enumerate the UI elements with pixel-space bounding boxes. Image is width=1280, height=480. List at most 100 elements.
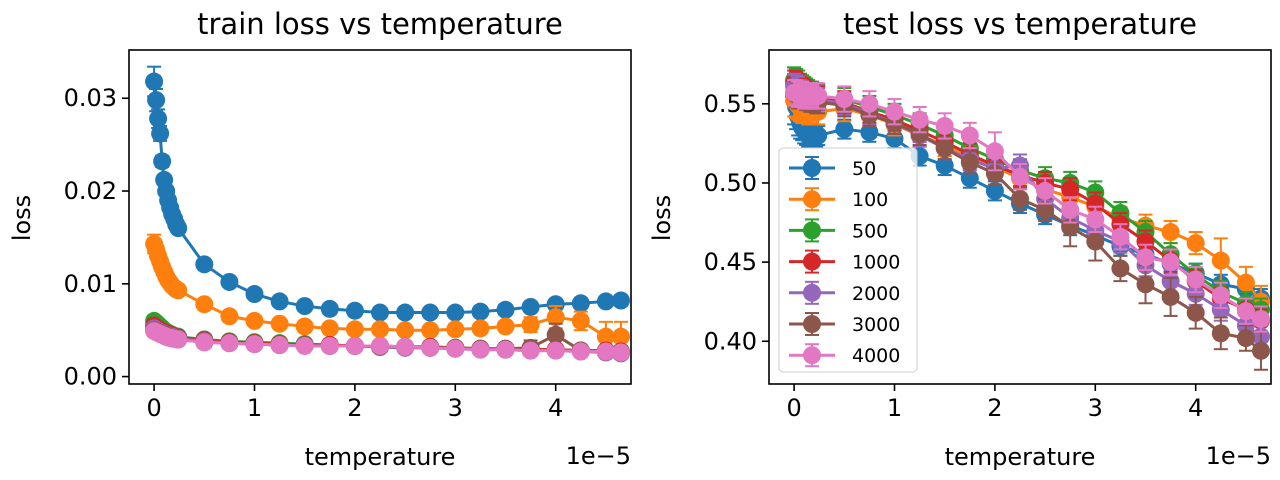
train-loss-series-4000 — [145, 322, 630, 362]
train-loss-point — [421, 303, 440, 322]
train-loss-point — [596, 342, 615, 361]
train-loss-point — [270, 292, 289, 311]
train-loss-point — [521, 341, 540, 360]
test-loss-point — [1136, 275, 1155, 294]
legend-marker — [803, 221, 821, 240]
legend-item-50: 50 — [789, 156, 876, 180]
train-loss-point — [471, 340, 490, 359]
train-loss-point — [546, 325, 565, 344]
train-loss-point — [421, 338, 440, 357]
test-loss-xtick-label: 1 — [887, 394, 902, 422]
test-loss-point — [935, 156, 954, 175]
test-loss-point — [1086, 232, 1105, 251]
train-loss-point — [169, 281, 188, 300]
train-loss-ytick-label: 0.01 — [64, 270, 117, 298]
train-loss-point — [220, 272, 239, 291]
test-loss-point — [1236, 302, 1255, 321]
train-loss-xtick-label: 4 — [548, 394, 563, 422]
test-loss-point — [835, 90, 854, 109]
legend-label: 3000 — [852, 314, 900, 336]
test-loss-point — [1061, 180, 1080, 199]
test-loss-ytick-label: 0.45 — [704, 248, 757, 276]
train-loss-point — [496, 317, 515, 336]
legend-label: 2000 — [852, 283, 900, 305]
test-loss-xtick-label: 3 — [1088, 394, 1103, 422]
train-loss-point — [546, 341, 565, 360]
train-loss-point — [371, 320, 389, 339]
train-loss-point — [195, 255, 214, 274]
train-loss-point — [371, 303, 389, 322]
test-loss-point — [1011, 189, 1029, 208]
test-loss-point — [1186, 303, 1205, 322]
test-loss-point — [1211, 286, 1230, 305]
train-loss-point — [145, 72, 164, 91]
test-loss-point — [1251, 310, 1270, 329]
test-loss-point — [1111, 259, 1130, 278]
train-loss-point — [521, 315, 540, 334]
train-loss-point — [571, 311, 590, 330]
train-loss-point — [471, 319, 490, 338]
train-loss-point — [270, 314, 289, 333]
legend-label: 4000 — [852, 345, 900, 367]
train-loss-point — [320, 299, 339, 318]
train-loss-point — [596, 292, 615, 311]
test-loss-point — [1061, 200, 1080, 219]
test-loss-xtick-label: 0 — [786, 394, 801, 422]
test-loss-series-4000 — [785, 79, 1270, 333]
test-loss-point — [1161, 287, 1180, 306]
train-loss-point — [496, 340, 515, 359]
train-loss-ytick-label: 0.03 — [64, 84, 117, 112]
train-loss-point — [295, 297, 314, 316]
train-loss-point — [245, 285, 264, 304]
test-loss-x-multiplier: 1e−5 — [1206, 442, 1271, 470]
test-loss-xlabel: temperature — [945, 443, 1096, 471]
test-loss-ylabel: loss — [648, 195, 676, 241]
train-loss-point — [153, 152, 172, 171]
test-loss-point — [985, 181, 1004, 200]
test-loss-point — [1036, 181, 1055, 200]
legend-item-4000: 4000 — [789, 343, 900, 368]
train-loss-point — [611, 291, 630, 310]
test-loss-point — [860, 94, 879, 113]
legend-label: 100 — [852, 189, 888, 211]
test-loss-point — [1186, 234, 1205, 253]
test-loss-point — [935, 139, 954, 158]
test-loss-point — [1251, 341, 1270, 360]
test-loss-point — [1211, 251, 1230, 270]
train-loss-point — [546, 295, 565, 314]
train-loss-point — [396, 303, 415, 322]
train-loss-point — [446, 339, 465, 358]
train-loss-point — [295, 336, 314, 355]
train-loss-point — [245, 335, 264, 354]
test-loss-point — [960, 126, 979, 145]
test-loss-point — [910, 110, 929, 129]
train-loss-point — [245, 311, 264, 330]
train-loss-point — [421, 321, 440, 340]
train-loss-point — [320, 319, 339, 338]
train-loss-point — [396, 337, 415, 356]
train-loss-point — [471, 302, 490, 321]
legend-item-1000: 1000 — [789, 249, 900, 274]
test-loss-point — [1111, 227, 1130, 246]
train-loss-point — [320, 336, 339, 355]
train-loss-axes-frame — [128, 49, 632, 385]
test-loss-point — [1011, 167, 1029, 186]
train-loss-point — [345, 301, 364, 320]
train-loss-ytick-label: 0.02 — [64, 177, 117, 205]
train-loss-point — [220, 307, 239, 326]
train-loss-xtick-label: 0 — [146, 394, 161, 422]
test-loss-point — [1161, 253, 1180, 272]
test-loss-ytick-label: 0.50 — [704, 169, 757, 197]
test-loss-point — [835, 120, 854, 139]
train-loss-point — [169, 219, 188, 238]
test-loss-point — [1161, 223, 1180, 242]
legend-item-100: 100 — [789, 187, 888, 212]
train-loss-point — [149, 109, 168, 128]
test-loss-point — [985, 142, 1004, 161]
test-loss-point — [1211, 324, 1230, 343]
train-loss-xlabel: temperature — [305, 443, 456, 471]
test-loss-point — [860, 123, 879, 142]
test-loss-point — [1136, 232, 1155, 251]
train-loss-series-50 — [145, 65, 630, 322]
test-loss-point — [985, 164, 1004, 183]
